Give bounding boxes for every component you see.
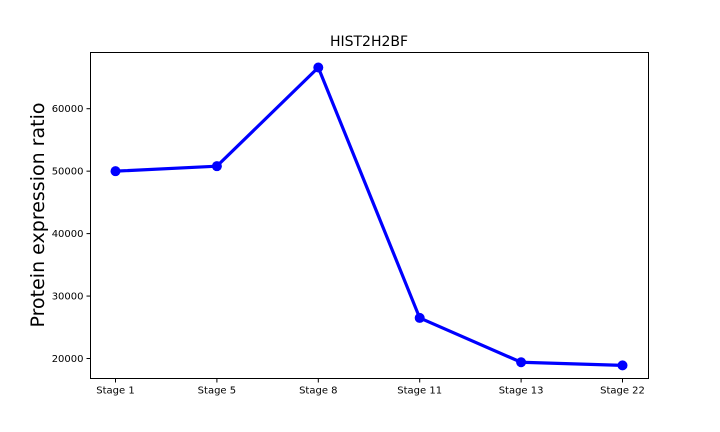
- x-axis: Stage 1 Stage 5 Stage 8 Stage 11 Stage 13 Sta…: [96, 378, 645, 397]
- data-point: [617, 360, 628, 371]
- x-tick-label: Stage 11: [397, 386, 442, 397]
- y-tick-label: 20000: [52, 354, 84, 365]
- series-layer: [110, 62, 628, 371]
- x-tick-label: Stage 5: [198, 386, 236, 397]
- y-tick-label: 40000: [52, 229, 84, 240]
- data-point: [110, 166, 121, 177]
- plot-area-frame: [90, 52, 649, 379]
- x-tick-label: Stage 22: [600, 386, 645, 397]
- data-point: [516, 357, 527, 368]
- chart-title: HIST2H2BF: [330, 34, 408, 50]
- y-tick-label: 50000: [52, 167, 84, 178]
- data-point: [211, 161, 222, 172]
- y-axis-label: Protein expression ratio: [27, 103, 49, 328]
- y-axis: 20000 30000 40000 50000 60000: [52, 104, 91, 365]
- x-tick-label: Stage 13: [499, 386, 544, 397]
- data-point: [313, 62, 324, 73]
- data-point: [414, 312, 425, 323]
- x-tick-label: Stage 8: [299, 386, 337, 397]
- y-tick-label: 30000: [52, 292, 84, 303]
- series-line: [113, 65, 625, 367]
- x-tick-label: Stage 1: [96, 386, 134, 397]
- y-tick-label: 60000: [52, 104, 84, 115]
